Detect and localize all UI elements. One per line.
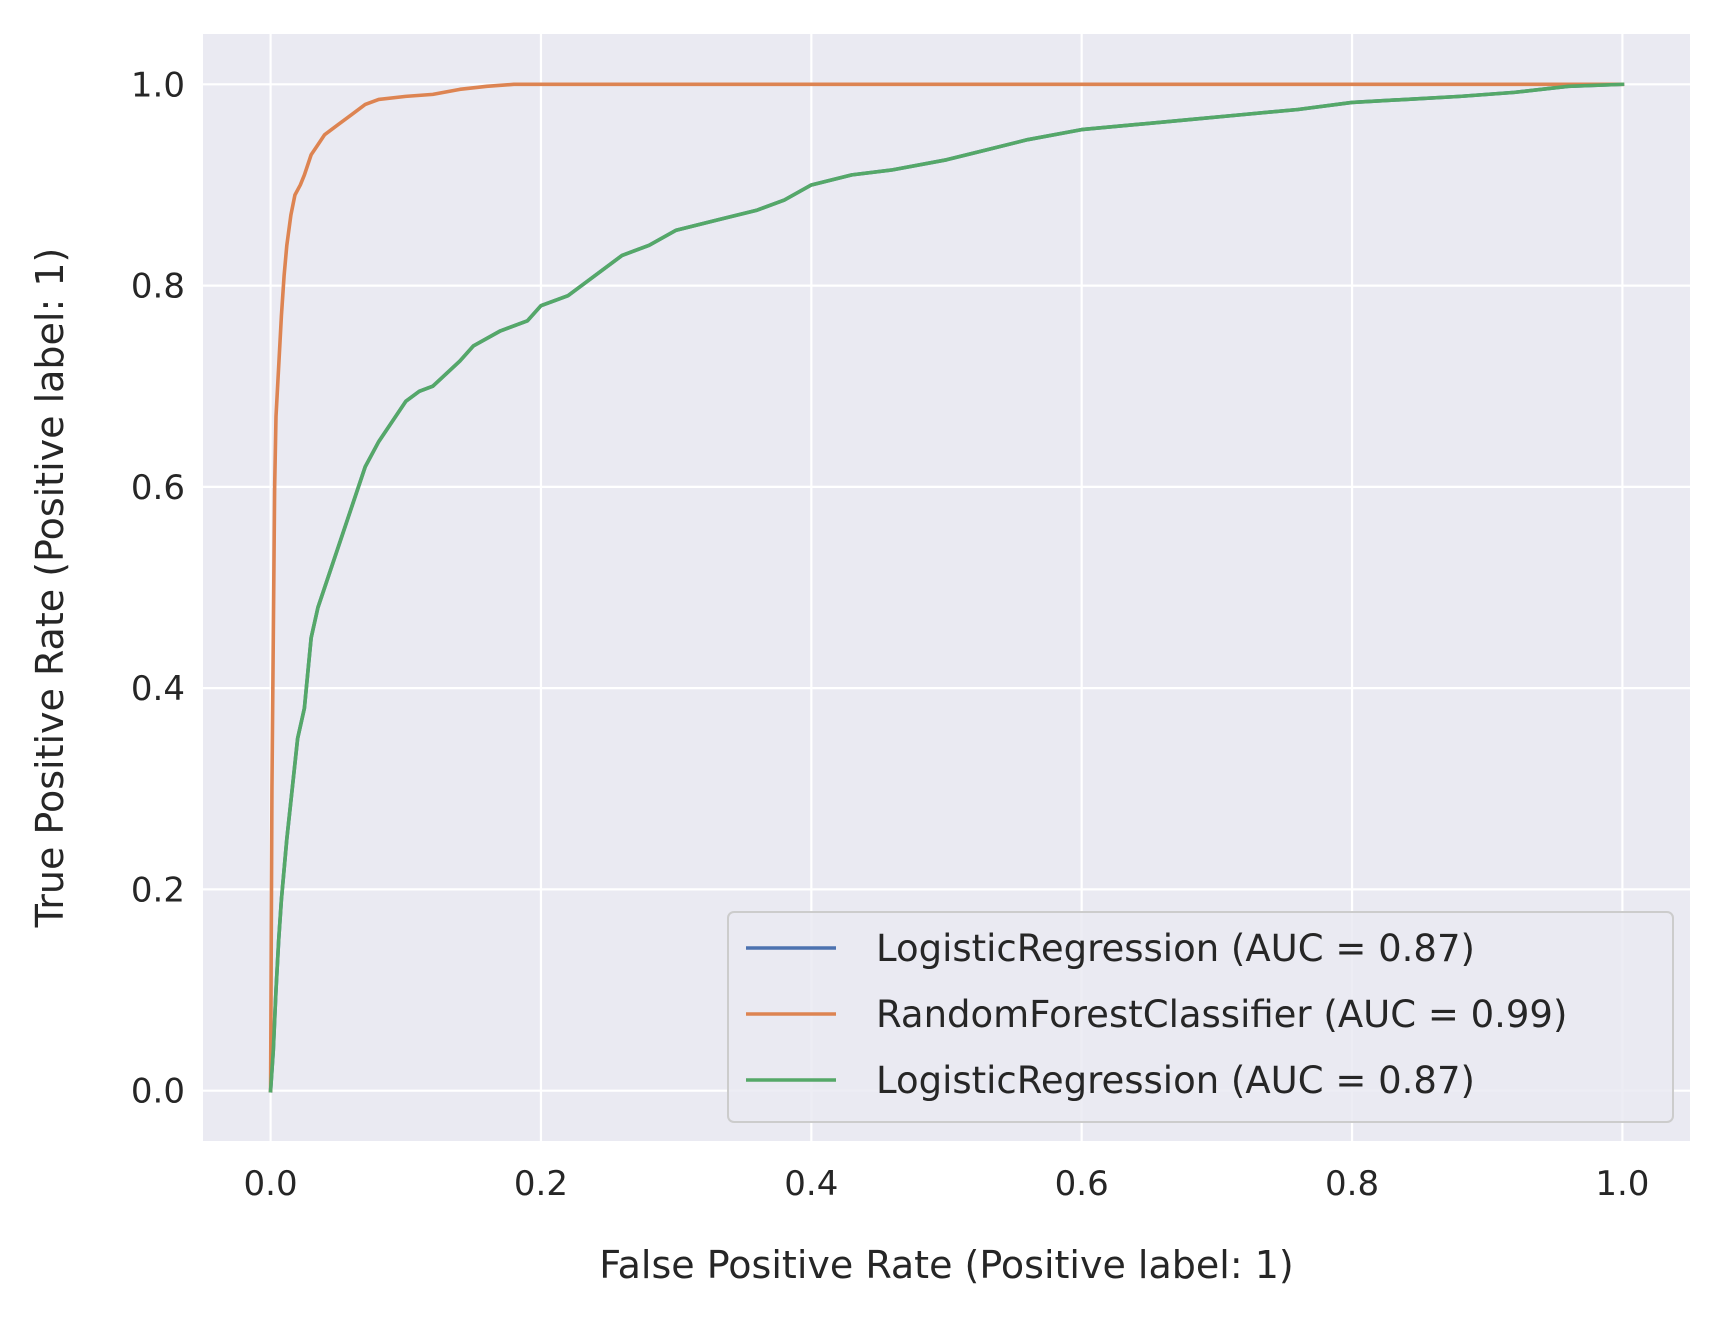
legend-label-1: RandomForestClassifier (AUC = 0.99) [876,993,1567,1036]
x-axis-label: False Positive Rate (Positive label: 1) [599,1243,1293,1287]
x-tick-label: 0.0 [244,1164,298,1204]
y-tick-label: 0.6 [131,468,185,508]
legend-label-0: LogisticRegression (AUC = 0.87) [876,927,1475,970]
legend: LogisticRegression (AUC = 0.87) RandomFor… [727,911,1674,1123]
y-tick-label: 0.2 [131,870,185,910]
x-tick-label: 1.0 [1595,1164,1649,1204]
y-tick-label: 1.0 [131,65,185,105]
y-axis-label: True Positive Rate (Positive label: 1) [28,248,72,929]
tick-labels: 0.0 0.2 0.4 0.6 0.8 1.0 0.0 0.2 0.4 0.6 0.8 1.0 [131,65,1650,1204]
x-tick-label: 0.2 [514,1164,568,1204]
y-tick-label: 0.8 [131,267,185,307]
series-lines [268,82,1625,1093]
y-tick-label: 0.4 [131,669,185,709]
series-line-1 [268,82,1625,1093]
legend-frame [727,911,1674,1123]
series-line-2 [268,82,1625,1093]
x-tick-label: 0.4 [784,1164,838,1204]
grid [203,34,1690,1141]
legend-label-2: LogisticRegression (AUC = 0.87) [876,1059,1475,1102]
x-tick-label: 0.8 [1325,1164,1379,1204]
x-tick-label: 0.6 [1055,1164,1109,1204]
y-tick-label: 0.0 [131,1072,185,1112]
